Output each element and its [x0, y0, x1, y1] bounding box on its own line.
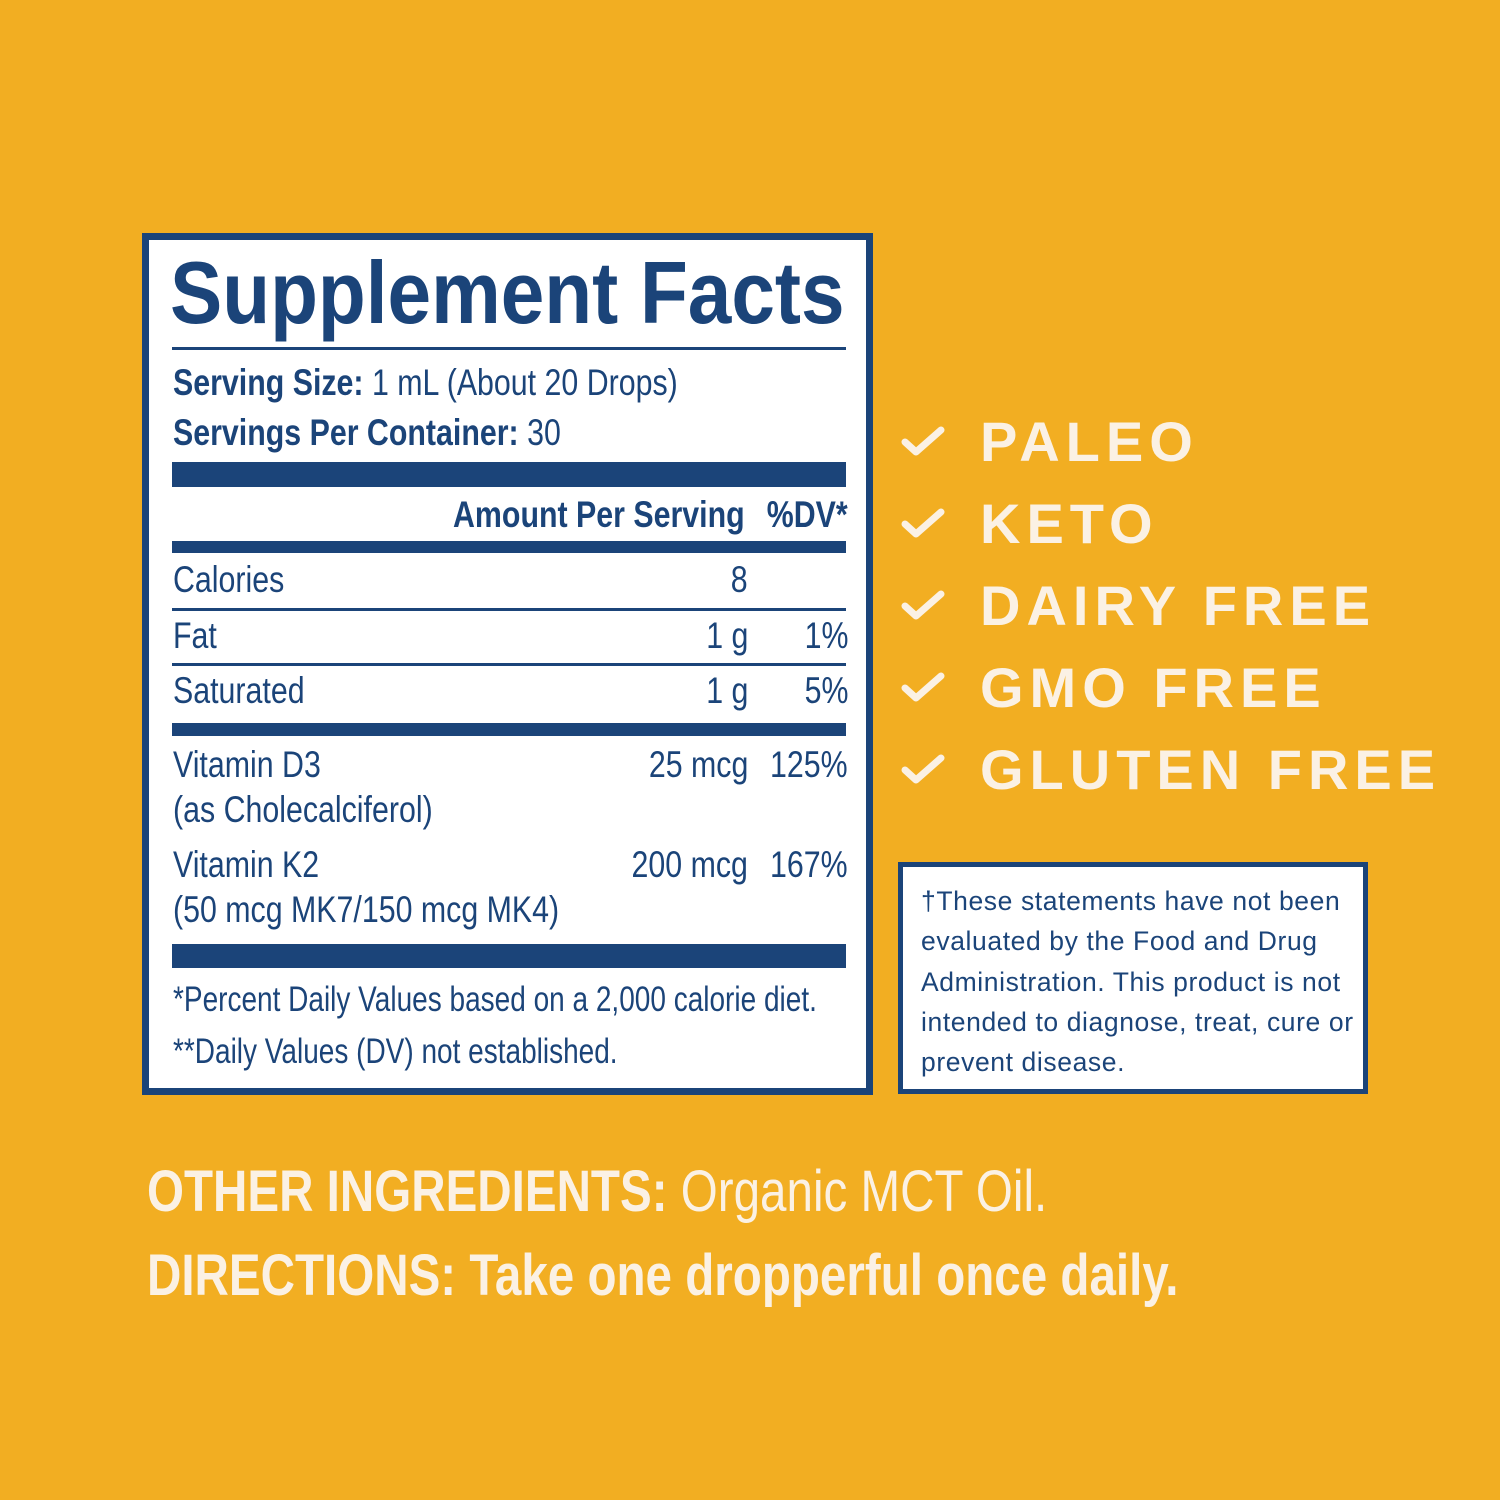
thick-divider	[172, 462, 846, 487]
nutrient-amount: 25 mcg	[648, 744, 748, 785]
nutrient-name: Fat	[173, 615, 217, 656]
header-dv: %DV*	[767, 494, 848, 535]
footnote-dv: *Percent Daily Values based on a 2,000 c…	[173, 980, 817, 1019]
check-icon	[901, 590, 945, 620]
nutrient-source: (as Cholecalciferol)	[173, 789, 433, 830]
thick-divider	[172, 944, 846, 968]
nutrient-name: Vitamin K2	[173, 844, 320, 885]
footnote-not-established: **Daily Values (DV) not established.	[173, 1032, 618, 1071]
check-icon	[901, 672, 945, 702]
servings-per-container: Servings Per Container: 30	[173, 411, 646, 455]
medium-divider	[172, 541, 846, 553]
divider	[172, 347, 846, 350]
servings-label: Servings Per Container:	[173, 412, 519, 453]
nutrient-dv: 5%	[804, 670, 848, 711]
claim-paleo: PALEO	[900, 410, 1199, 473]
check-icon	[901, 508, 945, 538]
fda-disclaimer-box: †These statements have not been evaluate…	[898, 862, 1368, 1094]
header-amount: Amount Per Serving	[453, 494, 745, 535]
panel-title: Supplement Facts	[170, 243, 845, 342]
directions: DIRECTIONS: Take one dropperful once dai…	[147, 1244, 1405, 1308]
serving-size: Serving Size: 1 mL (About 20 Drops)	[173, 361, 789, 405]
directions-label: DIRECTIONS:	[147, 1243, 457, 1308]
nutrient-amount: 8	[731, 559, 748, 600]
nutrient-name: Calories	[173, 559, 285, 600]
nutrient-amount: 1 g	[705, 670, 748, 711]
serving-size-value: 1 mL (About 20 Drops)	[371, 362, 678, 403]
nutrient-name: Saturated	[173, 670, 305, 711]
divider	[172, 663, 846, 666]
nutrient-amount: 1 g	[705, 615, 748, 656]
nutrient-dv: 167%	[770, 844, 848, 885]
nutrient-dv: 125%	[770, 744, 848, 785]
other-ingredients: OTHER INGREDIENTS: Organic MCT Oil.	[147, 1160, 1245, 1224]
claim-dairy-free: DAIRY FREE	[900, 574, 1376, 637]
nutrient-source: (50 mcg MK7/150 mcg MK4)	[173, 889, 560, 930]
claim-keto: KETO	[900, 492, 1159, 555]
divider	[172, 608, 846, 611]
check-icon	[901, 754, 945, 784]
claim-gluten-free: GLUTEN FREE	[900, 738, 1441, 801]
medium-divider	[172, 723, 846, 736]
fda-disclaimer-text: †These statements have not been evaluate…	[921, 886, 1354, 1078]
nutrient-amount: 200 mcg	[631, 844, 748, 885]
claim-gmo-free: GMO FREE	[900, 656, 1327, 719]
servings-value: 30	[527, 412, 561, 453]
other-ingredients-label: OTHER INGREDIENTS:	[147, 1159, 668, 1224]
nutrient-dv: 1%	[804, 615, 848, 656]
directions-value: Take one dropperful once daily.	[469, 1243, 1179, 1308]
nutrient-name: Vitamin D3	[173, 744, 321, 785]
check-icon	[901, 426, 945, 456]
serving-size-label: Serving Size:	[173, 362, 364, 403]
other-ingredients-value: Organic MCT Oil.	[680, 1159, 1048, 1224]
